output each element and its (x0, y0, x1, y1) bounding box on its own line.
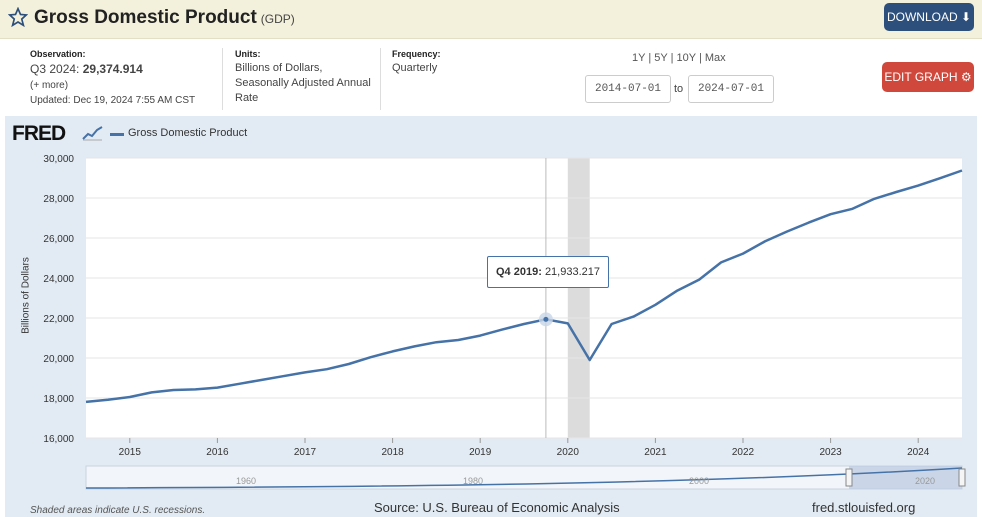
more-link[interactable]: (+ more) (30, 80, 69, 91)
series-title: Gross Domestic Product (34, 7, 257, 28)
download-button[interactable]: DOWNLOAD ⬇ (884, 3, 974, 31)
tooltip-value: 21,933.217 (544, 266, 600, 278)
range-max-button[interactable]: Max (704, 52, 726, 64)
x-tick-label: 2022 (732, 447, 755, 458)
observation-period: Q3 2024: (30, 62, 80, 76)
units-line-3: Rate (235, 92, 259, 104)
y-tick-label: 26,000 (43, 234, 74, 245)
source-text: Source: U.S. Bureau of Economic Analysis (374, 500, 620, 515)
start-date-input[interactable]: 2014-07-01 (585, 75, 671, 103)
navigator-label: 1960 (236, 476, 256, 486)
x-tick-label: 2016 (206, 447, 229, 458)
x-tick-label: 2018 (381, 447, 404, 458)
y-tick-label: 22,000 (43, 314, 74, 325)
plot-area (86, 158, 962, 438)
to-label: to (674, 83, 684, 95)
page-title: Gross Domestic Product (GDP) (34, 7, 295, 29)
highlight-point (543, 316, 549, 322)
navigator-handle[interactable] (845, 468, 853, 487)
x-tick-label: 2020 (557, 447, 580, 458)
recession-band (567, 158, 590, 438)
y-tick-label: 18,000 (43, 394, 74, 405)
series-code: (GDP) (260, 12, 295, 26)
legend-swatch (110, 133, 124, 136)
legend-label: Gross Domestic Product (128, 127, 248, 139)
fred-logo: FRED (12, 122, 66, 145)
frequency-text: Quarterly (392, 62, 438, 74)
title-bar: Gross Domestic Product (GDP) DOWNLOAD ⬇ (0, 0, 982, 39)
range-separator: | (670, 52, 674, 64)
range-separator: | (648, 52, 652, 64)
range-5y-button[interactable]: 5Y (654, 52, 668, 64)
y-tick-label: 28,000 (43, 194, 74, 205)
frequency-label: Frequency: (392, 49, 441, 59)
range-selector: 1Y | 5Y | 10Y | Max (632, 52, 726, 64)
end-date-input[interactable]: 2024-07-01 (688, 75, 774, 103)
range-separator: | (698, 52, 702, 64)
x-tick-label: 2019 (469, 447, 492, 458)
navigator-window (849, 466, 962, 489)
navigator-label: 1980 (463, 476, 483, 486)
tooltip-period: Q4 2019: (496, 266, 542, 278)
x-tick-label: 2023 (819, 447, 842, 458)
navigator-label: 2000 (689, 476, 709, 486)
edit-graph-button[interactable]: EDIT GRAPH ⚙ (882, 62, 974, 92)
x-tick-label: 2021 (644, 447, 667, 458)
source-url[interactable]: fred.stlouisfed.org (812, 500, 916, 515)
updated-text: Updated: Dec 19, 2024 7:55 AM CST (30, 95, 196, 106)
units-text: Billions of Dollars, Seasonally Adjusted… (235, 61, 371, 106)
divider (222, 48, 223, 110)
y-tick-label: 16,000 (43, 434, 74, 445)
units-line-2: Seasonally Adjusted Annual (235, 77, 371, 89)
units-line-1: Billions of Dollars, (235, 62, 323, 74)
x-tick-label: 2017 (294, 447, 317, 458)
observation-value: 29,374.914 (82, 62, 143, 76)
series-line (85, 169, 963, 404)
range-1y-button[interactable]: 1Y (632, 52, 646, 64)
y-tick-label: 20,000 (43, 354, 74, 365)
chart-logo-icon (82, 126, 103, 141)
x-tick-label: 2024 (907, 447, 930, 458)
observation-label: Observation: (30, 49, 86, 59)
navigator-handle[interactable] (958, 468, 966, 487)
navigator-track (85, 465, 963, 490)
observation-line: Q3 2024: 29,374.914 (30, 62, 143, 77)
data-tooltip: Q4 2019: 21,933.217 (487, 256, 609, 288)
x-tick-label: 2015 (119, 447, 142, 458)
units-label: Units: (235, 49, 261, 59)
y-tick-label: 30,000 (43, 154, 74, 165)
divider (380, 48, 381, 110)
navigator-label: 2020 (915, 476, 935, 486)
star-icon[interactable] (8, 7, 28, 27)
recession-note: Shaded areas indicate U.S. recessions. (30, 505, 206, 516)
y-tick-label: 24,000 (43, 274, 74, 285)
range-10y-button[interactable]: 10Y (676, 52, 696, 64)
